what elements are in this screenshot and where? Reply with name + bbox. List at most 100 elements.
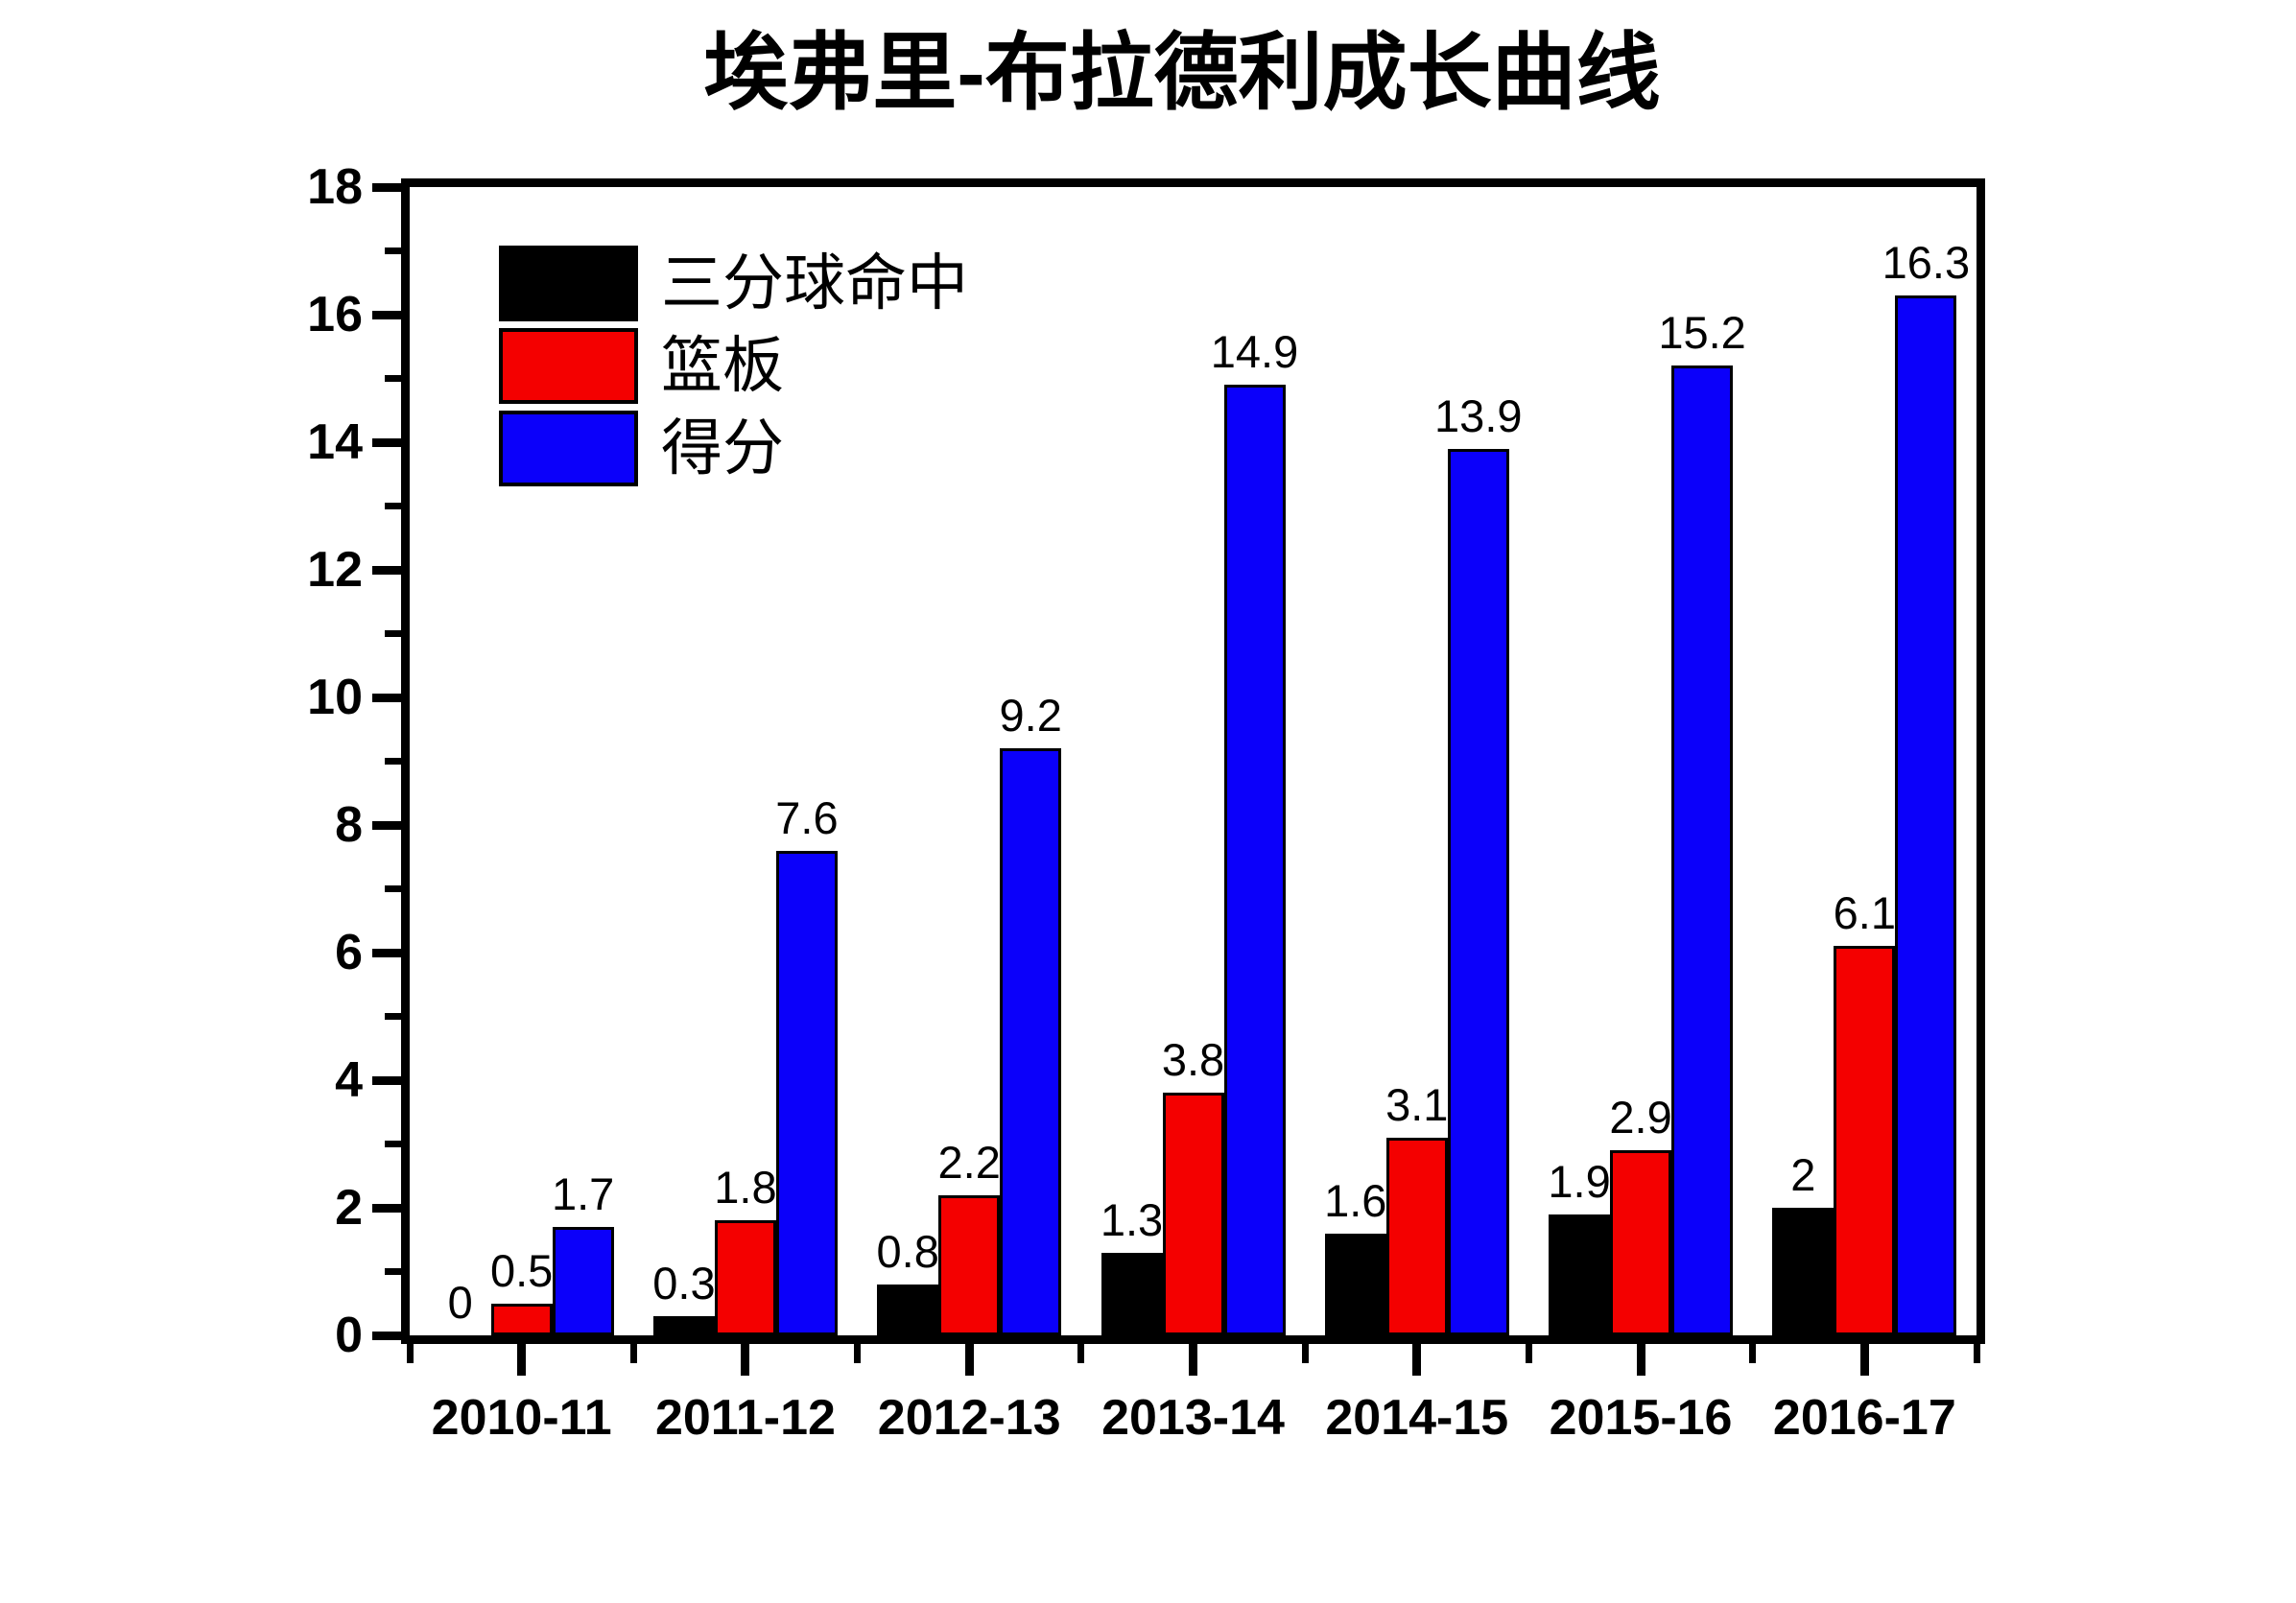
- legend-label: 得分: [661, 413, 784, 484]
- y-axis-tick-label: 8: [335, 797, 363, 853]
- bar-三分球命中-2013-14: [1101, 1252, 1163, 1335]
- y-axis-minor-tick: [385, 885, 401, 892]
- x-axis-minor-tick: [1525, 1344, 1532, 1363]
- bar-三分球命中-2016-17: [1772, 1208, 1834, 1335]
- legend-label: 三分球命中: [661, 248, 968, 319]
- x-axis-minor-tick: [854, 1344, 862, 1363]
- bar-value-label: 1.7: [551, 1167, 615, 1219]
- chart-title: 埃弗里-布拉德利成长曲线: [703, 25, 1661, 120]
- x-axis-tick-label: 2012-13: [877, 1390, 1061, 1446]
- bar-value-label: 13.9: [1434, 389, 1523, 441]
- x-axis-major-tick: [1636, 1344, 1645, 1376]
- bar-篮板-2013-14: [1162, 1093, 1224, 1335]
- bar-篮板-2011-12: [714, 1220, 776, 1335]
- bar-value-label: 7.6: [775, 791, 839, 843]
- bar-value-label: 2.9: [1609, 1092, 1672, 1143]
- bar-篮板-2014-15: [1385, 1137, 1448, 1335]
- legend-item: 三分球命中: [499, 246, 968, 321]
- bar-value-label: 14.9: [1210, 326, 1299, 378]
- bar-value-label: 1.9: [1548, 1155, 1611, 1207]
- y-axis-minor-tick: [385, 630, 401, 637]
- bar-得分-2010-11: [552, 1226, 614, 1335]
- y-axis-major-tick: [372, 820, 401, 830]
- bar-value-label: 0.3: [652, 1258, 716, 1309]
- legend-swatch: [499, 328, 638, 404]
- x-axis-tick-label: 2011-12: [654, 1390, 836, 1446]
- bar-篮板-2015-16: [1610, 1150, 1672, 1335]
- bar-value-label: 16.3: [1882, 237, 1971, 289]
- y-axis-tick-label: 0: [335, 1308, 363, 1363]
- bar-得分-2015-16: [1671, 365, 1734, 1335]
- y-axis-major-tick: [372, 948, 401, 957]
- bar-value-label: 0: [447, 1277, 473, 1328]
- x-axis-tick-label: 2013-14: [1101, 1390, 1285, 1446]
- y-axis-major-tick: [372, 310, 401, 319]
- legend: 三分球命中 篮板 得分: [499, 246, 968, 493]
- y-axis-tick-label: 2: [335, 1180, 363, 1236]
- bar-三分球命中-2014-15: [1324, 1233, 1386, 1335]
- legend-item: 篮板: [499, 328, 968, 404]
- legend-label: 篮板: [661, 330, 784, 402]
- bar-篮板-2010-11: [490, 1303, 553, 1335]
- bar-value-label: 1.3: [1100, 1193, 1164, 1245]
- bar-得分-2014-15: [1447, 448, 1509, 1335]
- bar-value-label: 9.2: [999, 690, 1062, 742]
- bar-三分球命中-2011-12: [652, 1316, 715, 1335]
- y-axis-minor-tick: [385, 248, 401, 254]
- bar-value-label: 1.8: [714, 1162, 777, 1214]
- y-axis-minor-tick: [385, 758, 401, 765]
- bar-value-label: 6.1: [1833, 887, 1897, 939]
- y-axis-major-tick: [372, 1331, 401, 1340]
- x-axis-tick-label: 2014-15: [1325, 1390, 1509, 1446]
- y-axis-minor-tick: [385, 503, 401, 509]
- x-axis-tick-label: 2015-16: [1549, 1390, 1733, 1446]
- y-axis-tick-label: 16: [307, 287, 363, 342]
- x-axis-major-tick: [741, 1344, 750, 1376]
- x-axis-major-tick: [1189, 1344, 1197, 1376]
- bar-value-label: 3.1: [1385, 1078, 1449, 1130]
- y-axis-major-tick: [372, 565, 401, 575]
- bar-篮板-2016-17: [1834, 946, 1896, 1335]
- bar-value-label: 1.6: [1324, 1174, 1387, 1226]
- x-axis-major-tick: [517, 1344, 527, 1376]
- y-axis-tick-label: 10: [307, 670, 363, 725]
- y-axis-major-tick: [372, 437, 401, 447]
- bar-得分-2016-17: [1895, 295, 1957, 1335]
- x-axis-minor-tick: [629, 1344, 637, 1363]
- x-axis-major-tick: [1412, 1344, 1422, 1376]
- legend-swatch: [499, 246, 638, 321]
- bar-value-label: 15.2: [1658, 307, 1746, 359]
- bar-value-label: 2.2: [937, 1136, 1001, 1188]
- y-axis-major-tick: [372, 693, 401, 702]
- bar-三分球命中-2012-13: [877, 1284, 939, 1335]
- bar-得分-2013-14: [1223, 385, 1286, 1335]
- y-axis-tick-label: 14: [307, 414, 363, 470]
- x-axis-tick-label: 2016-17: [1772, 1390, 1956, 1446]
- x-axis-minor-tick: [1077, 1344, 1085, 1363]
- bar-三分球命中-2015-16: [1549, 1214, 1611, 1335]
- x-axis-minor-tick: [1301, 1344, 1309, 1363]
- bar-得分-2011-12: [775, 850, 838, 1335]
- bar-篮板-2012-13: [938, 1194, 1001, 1335]
- x-axis-minor-tick: [1973, 1344, 1980, 1363]
- y-axis-minor-tick: [385, 375, 401, 382]
- y-axis-minor-tick: [385, 1013, 401, 1020]
- y-axis-minor-tick: [385, 1268, 401, 1275]
- y-axis-tick-label: 18: [307, 159, 363, 215]
- y-axis-tick-label: 6: [335, 925, 363, 980]
- bar-value-label: 0.5: [489, 1244, 554, 1296]
- legend-swatch: [499, 411, 638, 486]
- y-axis-tick-label: 12: [307, 542, 363, 598]
- bar-value-label: 3.8: [1161, 1034, 1225, 1086]
- legend-item: 得分: [499, 411, 968, 486]
- y-axis-major-tick: [372, 1203, 401, 1213]
- x-axis-minor-tick: [1749, 1344, 1757, 1363]
- x-axis-tick-label: 2010-11: [431, 1390, 612, 1446]
- bar-value-label: 0.8: [876, 1225, 939, 1277]
- y-axis-minor-tick: [385, 1141, 401, 1147]
- bar-value-label: 2: [1790, 1149, 1816, 1200]
- y-axis-major-tick: [372, 1075, 401, 1085]
- bar-得分-2012-13: [1000, 748, 1062, 1335]
- x-axis-major-tick: [1859, 1344, 1869, 1376]
